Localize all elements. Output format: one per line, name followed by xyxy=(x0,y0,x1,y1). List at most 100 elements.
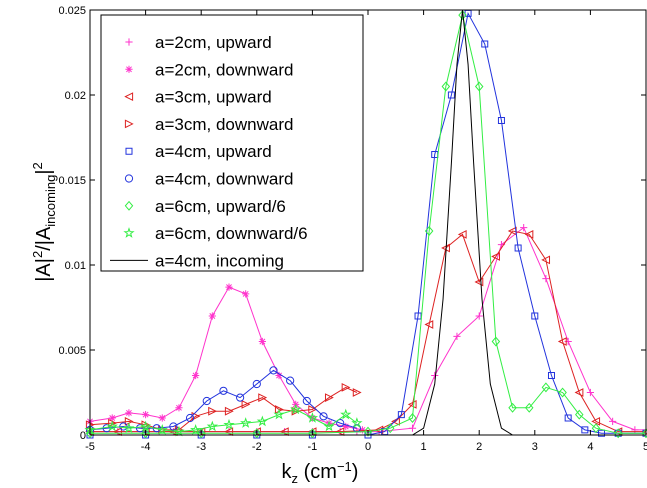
legend-marker xyxy=(124,174,134,183)
data-point xyxy=(641,428,647,439)
x-tick-label: -4 xyxy=(141,441,151,453)
y-tick-label: 0.015 xyxy=(58,175,86,187)
legend-marker xyxy=(125,38,133,46)
data-point xyxy=(224,406,234,416)
data-point xyxy=(190,423,202,435)
data-point xyxy=(206,420,218,432)
legend-entry: a=6cm, upward/6 xyxy=(124,197,286,216)
legend-entry: a=4cm, incoming xyxy=(110,251,284,270)
data-point xyxy=(407,399,417,409)
data-point xyxy=(397,411,405,419)
data-point xyxy=(524,402,534,413)
data-point xyxy=(497,117,505,124)
legend-entry: a=4cm, downward xyxy=(124,170,293,189)
x-tick-label: -5 xyxy=(85,441,95,453)
legend-entry: a=2cm, upward xyxy=(125,33,272,52)
series xyxy=(85,10,647,439)
y-tick-label: 0.02 xyxy=(65,90,86,102)
x-tick-label: -1 xyxy=(308,441,318,453)
data-point xyxy=(374,425,384,435)
y-tick-label: 0.005 xyxy=(58,345,86,357)
data-point xyxy=(273,408,285,420)
data-point xyxy=(408,413,417,423)
data-point xyxy=(531,312,539,320)
data-point xyxy=(336,419,345,428)
data-point xyxy=(508,402,517,413)
data-point xyxy=(253,431,261,439)
data-point xyxy=(175,404,183,412)
data-point xyxy=(609,417,617,425)
data-point xyxy=(308,428,317,439)
data-point xyxy=(290,403,302,415)
data-point xyxy=(123,422,135,433)
data-point xyxy=(156,423,168,435)
data-point xyxy=(481,40,489,48)
data-point xyxy=(547,372,555,379)
y-axis-label-part: /|A xyxy=(33,226,55,251)
data-point xyxy=(208,406,218,416)
y-axis-label-part: | xyxy=(33,169,55,174)
x-axis-label-unit-sup: −1 xyxy=(337,459,352,474)
data-point xyxy=(236,393,245,402)
data-point xyxy=(591,423,601,434)
x-tick-label: 5 xyxy=(643,441,647,453)
legend-label: a=3cm, upward xyxy=(155,88,272,107)
y-axis-label-part: |A| xyxy=(33,258,55,282)
legend-marker xyxy=(124,119,134,129)
data-point xyxy=(424,226,434,236)
data-point xyxy=(319,412,328,421)
series-line xyxy=(89,386,358,431)
data-point xyxy=(457,229,467,239)
x-tick-label: 1 xyxy=(421,441,427,453)
legend-entry: a=4cm, upward xyxy=(125,142,272,161)
data-point xyxy=(363,426,373,437)
x-tick-label: -2 xyxy=(252,441,262,453)
data-point xyxy=(514,244,522,252)
data-point xyxy=(453,332,461,340)
data-point xyxy=(196,428,206,439)
data-point xyxy=(557,337,567,346)
data-point xyxy=(141,428,150,439)
data-point xyxy=(574,388,584,397)
data-point xyxy=(256,415,268,427)
data-point xyxy=(364,431,372,439)
data-point xyxy=(258,393,268,403)
data-point xyxy=(142,411,150,419)
data-point xyxy=(491,336,501,347)
legend-label: a=3cm, downward xyxy=(155,115,293,134)
tick-layer: -5 -4 -3 -2 -1 0 1 2 3 4 5 0 0.005 0.01 0.015 0.02 0.025 xyxy=(58,5,647,453)
y-axis-label-sup: 2 xyxy=(30,251,45,258)
data-point xyxy=(241,399,251,409)
legend-label: a=4cm, upward xyxy=(155,142,272,161)
data-point xyxy=(139,420,152,432)
y-tick-label: 0.025 xyxy=(58,5,86,17)
legend-marker xyxy=(125,65,133,73)
data-point xyxy=(340,408,352,420)
data-point xyxy=(424,320,434,329)
data-point xyxy=(308,431,316,439)
data-point xyxy=(185,413,195,423)
data-point xyxy=(408,424,417,432)
data-point xyxy=(240,417,252,428)
data-point xyxy=(358,426,367,434)
legend: a=2cm, upward a=2cm, downward a=3cm, upwar… xyxy=(100,14,364,272)
data-point xyxy=(252,428,262,439)
legend-marker xyxy=(124,92,134,102)
data-point xyxy=(197,431,205,439)
data-point xyxy=(275,371,283,380)
legend-marker xyxy=(124,200,134,211)
data-point xyxy=(524,229,534,239)
y-axis-label: |A|2/|Aincoming|2 xyxy=(30,162,58,282)
data-point xyxy=(541,255,551,265)
data-point xyxy=(286,376,295,385)
x-tick-label: 2 xyxy=(476,441,482,453)
data-point xyxy=(598,429,606,437)
x-tick-label: 4 xyxy=(587,441,593,453)
data-point xyxy=(108,414,116,422)
data-point xyxy=(351,417,363,428)
data-point xyxy=(474,277,484,287)
legend-marker xyxy=(123,227,135,238)
x-tick-label: 3 xyxy=(532,441,538,453)
x-axis-label: kz (cm−1) xyxy=(282,459,359,486)
